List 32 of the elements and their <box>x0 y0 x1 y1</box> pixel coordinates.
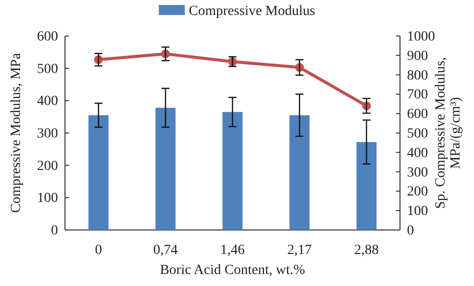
y2-tick-label: 800 <box>407 68 428 84</box>
legend-label: Compressive Modulus <box>188 4 316 19</box>
y-tick-label: 400 <box>37 94 58 110</box>
y2-tick-label: 500 <box>407 126 428 142</box>
y2-tick-label: 1000 <box>407 29 435 44</box>
y-tick-label: 500 <box>37 62 58 77</box>
x-tick-label: 2,88 <box>354 242 379 258</box>
y2-tick-label: 700 <box>407 88 428 103</box>
bar <box>155 108 176 230</box>
y2-tick-label: 600 <box>407 107 428 122</box>
y-tick-label: 300 <box>37 126 58 142</box>
y2-tick-label: 400 <box>407 146 428 161</box>
y2-tick-label: 200 <box>407 184 428 200</box>
y2-tick-label: 100 <box>407 204 428 220</box>
x-tick-label: 2,17 <box>287 242 312 258</box>
y-tick-label: 0 <box>51 223 58 238</box>
y-tick-label: 100 <box>37 191 58 206</box>
x-tick-label: 0,74 <box>153 242 178 258</box>
bar <box>356 142 377 230</box>
x-axis-title: Boric Acid Content, wt.% <box>160 263 306 278</box>
y-axis-title: Compressive Modulus, MPa <box>9 52 24 213</box>
y2-axis-title: Sp. Compressive Modulus, MPa/(g/cm³) <box>433 57 464 209</box>
y2-tick-label: 0 <box>407 223 414 238</box>
x-tick-label: 0 <box>95 242 102 258</box>
y-tick-label: 200 <box>37 158 58 174</box>
y-tick-label: 600 <box>37 29 58 44</box>
bar <box>289 115 310 230</box>
bar <box>222 112 243 230</box>
y2-tick-label: 300 <box>407 165 428 180</box>
y2-tick-label: 900 <box>407 48 428 64</box>
bar <box>88 115 109 230</box>
x-tick-label: 1,46 <box>220 242 245 258</box>
